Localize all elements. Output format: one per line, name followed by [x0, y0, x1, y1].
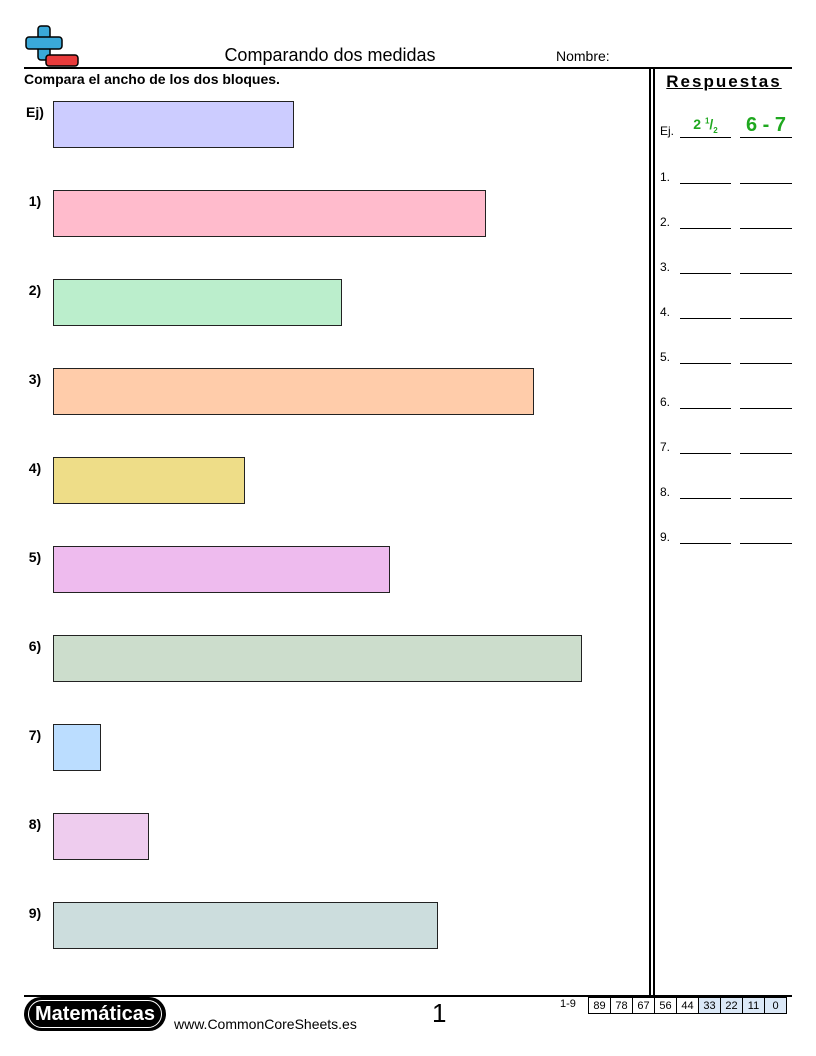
answer-line [740, 318, 792, 319]
answer-row-label: 2. [660, 215, 671, 229]
score-cell: 22 [720, 997, 743, 1014]
question-label: 7) [28, 727, 42, 743]
answer-row-label: 3. [660, 260, 671, 274]
footer-divider [24, 995, 792, 997]
measure-block [53, 101, 294, 148]
measure-block [53, 546, 390, 593]
answer-line [680, 453, 731, 454]
score-cell: 78 [610, 997, 633, 1014]
answer-line [680, 363, 731, 364]
score-row: 89 78 67 56 44 33 22 11 0 [588, 997, 787, 1014]
answer-line [680, 228, 731, 229]
score-cell: 0 [764, 997, 787, 1014]
question-label: Ej) [26, 104, 44, 120]
score-cell: 89 [588, 997, 611, 1014]
question-label: 8) [28, 816, 42, 832]
score-table: 89 78 67 56 44 33 22 11 0 [588, 997, 787, 1014]
answer-line [680, 183, 731, 184]
name-label: Nombre: [556, 48, 610, 64]
answer-example-label: Ej. [660, 124, 675, 138]
question-label: 9) [28, 905, 42, 921]
answer-line [680, 408, 731, 409]
answer-line [680, 273, 731, 274]
score-cell: 44 [676, 997, 699, 1014]
answer-row-label: 7. [660, 440, 671, 454]
answer-row-label: 8. [660, 485, 671, 499]
answer-line [740, 453, 792, 454]
site-url: www.CommonCoreSheets.es [174, 1016, 357, 1032]
score-range-label: 1-9 [560, 998, 576, 1010]
brand-label: Matemáticas [34, 1003, 156, 1025]
measure-block [53, 190, 486, 237]
score-cell: 67 [632, 997, 655, 1014]
question-label: 6) [28, 638, 42, 654]
question-label: 5) [28, 549, 42, 565]
answer-row-label: 9. [660, 530, 671, 544]
answer-line [680, 137, 731, 138]
header-divider [24, 67, 792, 69]
answer-column-divider-inner [653, 67, 655, 996]
answer-row-label: 6. [660, 395, 671, 409]
measure-block [53, 902, 438, 949]
measure-block [53, 724, 101, 771]
question-label: 4) [28, 460, 42, 476]
answer-line [680, 318, 731, 319]
score-cell: 33 [698, 997, 721, 1014]
answer-line [740, 273, 792, 274]
answer-line [740, 498, 792, 499]
answer-row-label: 4. [660, 305, 671, 319]
answer-line [740, 408, 792, 409]
answer-line [740, 183, 792, 184]
brand-badge: Matemáticas [24, 997, 166, 1031]
measure-block [53, 279, 342, 326]
score-cell: 56 [654, 997, 677, 1014]
instructions: Compara el ancho de los dos bloques. [24, 71, 280, 87]
measure-block [53, 813, 149, 860]
brand-badge-border [28, 1000, 162, 1028]
question-label: 3) [28, 371, 42, 387]
answer-example-range: 6 - 7 [745, 114, 787, 136]
question-label: 2) [28, 282, 42, 298]
score-cell: 11 [742, 997, 765, 1014]
page-number: 1 [432, 998, 447, 1028]
answer-line [740, 543, 792, 544]
answer-example-fraction: 2 1/2 [693, 116, 718, 135]
example-numerator: 1 [704, 116, 710, 126]
answers-title: Respuestas [666, 72, 782, 91]
example-whole: 2 [693, 116, 702, 132]
measure-block [53, 635, 582, 682]
answer-column-divider [649, 67, 651, 996]
page-title: Comparando dos medidas [224, 45, 436, 65]
answer-line [740, 363, 792, 364]
measure-block [53, 368, 534, 415]
answer-row-label: 1. [660, 170, 671, 184]
answer-line [740, 137, 792, 138]
answer-line [680, 498, 731, 499]
plus-minus-logo-icon [25, 25, 79, 67]
answer-line [680, 543, 731, 544]
measure-block [53, 457, 245, 504]
answer-line [740, 228, 792, 229]
answer-row-label: 5. [660, 350, 671, 364]
question-label: 1) [28, 193, 42, 209]
example-denominator: 2 [713, 125, 718, 135]
